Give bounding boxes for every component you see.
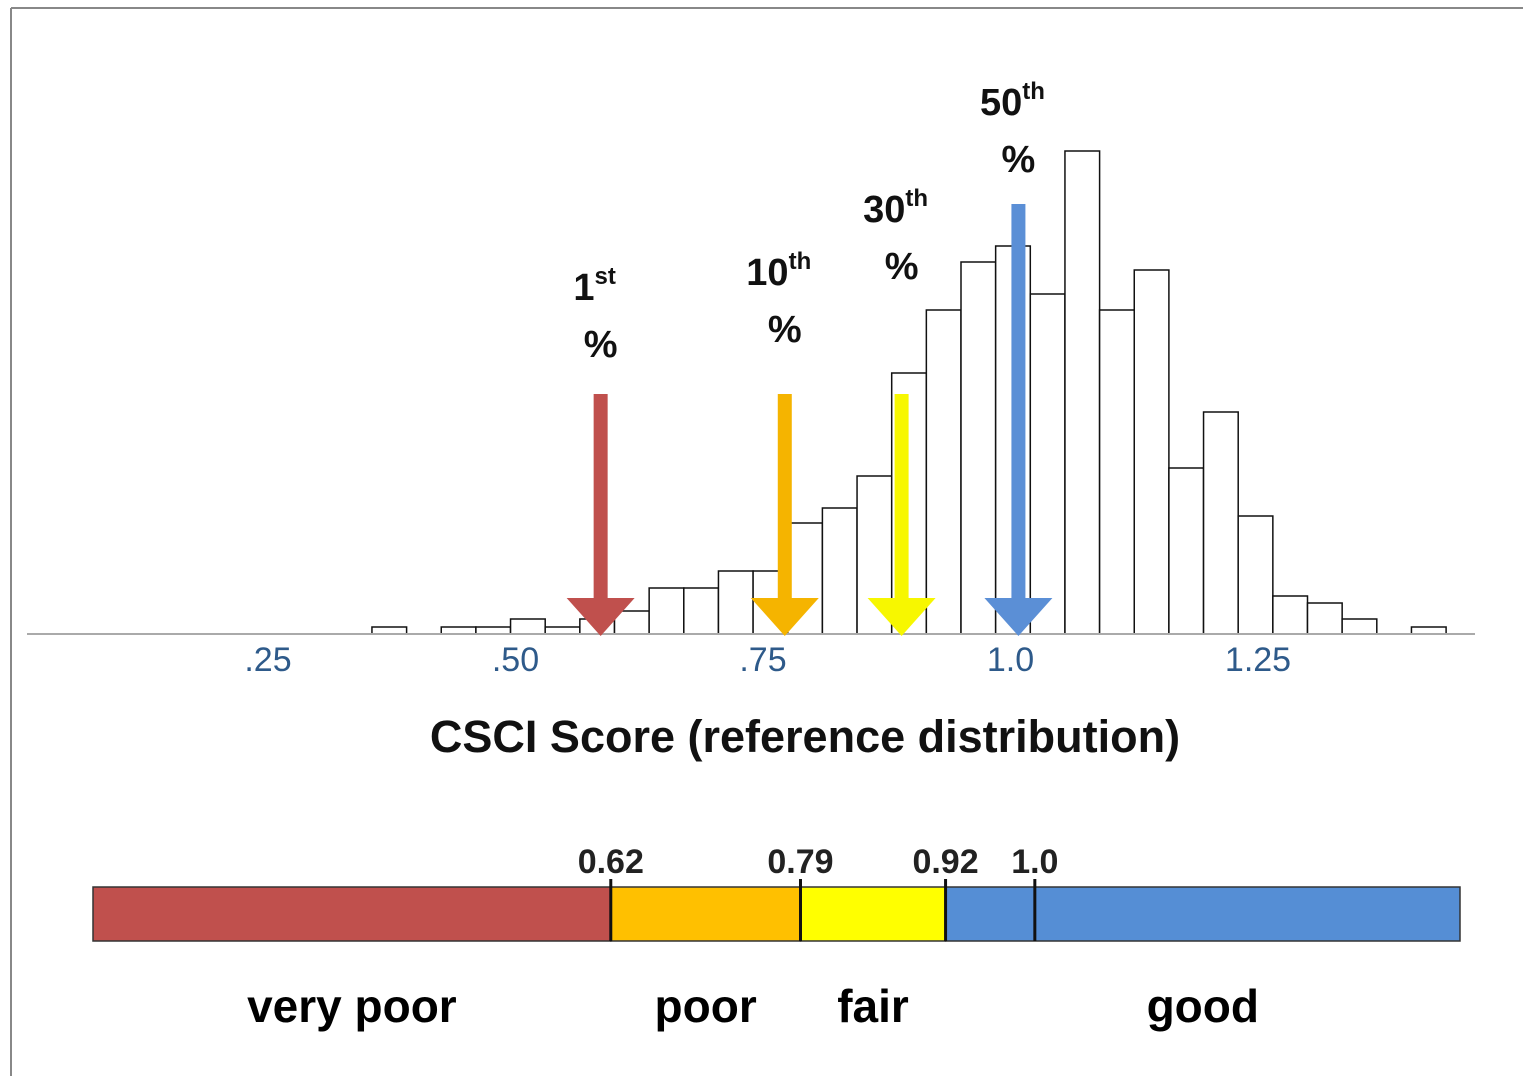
segment-label: very poor bbox=[247, 980, 457, 1032]
x-tick-label: 1.0 bbox=[987, 641, 1034, 679]
marker-suffix: th bbox=[789, 248, 812, 275]
marker-number: 30 bbox=[863, 189, 905, 231]
marker-label: 1st bbox=[573, 263, 615, 309]
bar bbox=[1202, 411, 1239, 635]
marker-unit: % bbox=[1002, 139, 1036, 181]
x-axis-title: CSCI Score (reference distribution) bbox=[430, 711, 1180, 762]
bar bbox=[960, 261, 997, 635]
x-tick-label: .50 bbox=[492, 641, 539, 679]
x-tick-label: .75 bbox=[739, 641, 786, 679]
threshold-label: 0.92 bbox=[912, 843, 978, 881]
bar bbox=[1341, 618, 1378, 635]
band-segment bbox=[92, 886, 612, 942]
band-segment bbox=[799, 886, 947, 942]
segment-label: good bbox=[1147, 980, 1259, 1032]
arrow-shaft bbox=[777, 394, 792, 600]
bar bbox=[1410, 626, 1447, 635]
bar bbox=[821, 507, 858, 635]
arrow-head bbox=[750, 598, 819, 636]
bar bbox=[1133, 269, 1170, 635]
bar bbox=[544, 626, 581, 635]
bar bbox=[1168, 467, 1205, 635]
threshold-label: 0.79 bbox=[767, 843, 833, 881]
marker-number: 1 bbox=[573, 267, 594, 309]
bar bbox=[925, 309, 962, 635]
bar bbox=[1237, 515, 1274, 635]
marker-label: 50th bbox=[980, 78, 1045, 124]
bar bbox=[683, 587, 720, 635]
bar bbox=[1064, 150, 1101, 635]
arrow-shaft bbox=[894, 394, 909, 600]
bar bbox=[717, 570, 754, 635]
bar bbox=[1272, 595, 1309, 635]
marker-suffix: th bbox=[1022, 78, 1045, 105]
bar bbox=[1029, 293, 1066, 635]
marker-suffix: st bbox=[595, 263, 616, 290]
arrow-head bbox=[984, 598, 1053, 636]
bar bbox=[475, 626, 512, 635]
arrow-shaft bbox=[593, 394, 608, 600]
bar bbox=[1098, 309, 1135, 635]
bar bbox=[371, 626, 408, 635]
marker-number: 10 bbox=[746, 252, 788, 294]
arrow-shaft bbox=[1011, 204, 1026, 600]
x-tick-label: .25 bbox=[244, 641, 291, 679]
band-segment bbox=[610, 886, 802, 942]
marker-unit: % bbox=[768, 309, 802, 351]
marker-unit: % bbox=[584, 324, 618, 366]
x-tick-label: 1.25 bbox=[1225, 641, 1291, 679]
segment-label: poor bbox=[655, 980, 757, 1032]
marker-label: 10th bbox=[746, 248, 811, 294]
bar bbox=[1306, 602, 1343, 635]
arrow-head bbox=[867, 598, 936, 636]
band-segment bbox=[944, 886, 1461, 942]
threshold-label: 0.62 bbox=[578, 843, 644, 881]
marker-label: 30th bbox=[863, 185, 928, 231]
arrow-head bbox=[566, 598, 635, 636]
bar bbox=[509, 618, 546, 635]
marker-suffix: th bbox=[905, 185, 928, 212]
bar bbox=[648, 587, 685, 635]
marker-number: 50 bbox=[980, 82, 1022, 124]
bar bbox=[440, 626, 477, 635]
threshold-label: 1.0 bbox=[1011, 843, 1058, 881]
marker-unit: % bbox=[885, 246, 919, 288]
segment-label: fair bbox=[837, 980, 909, 1032]
